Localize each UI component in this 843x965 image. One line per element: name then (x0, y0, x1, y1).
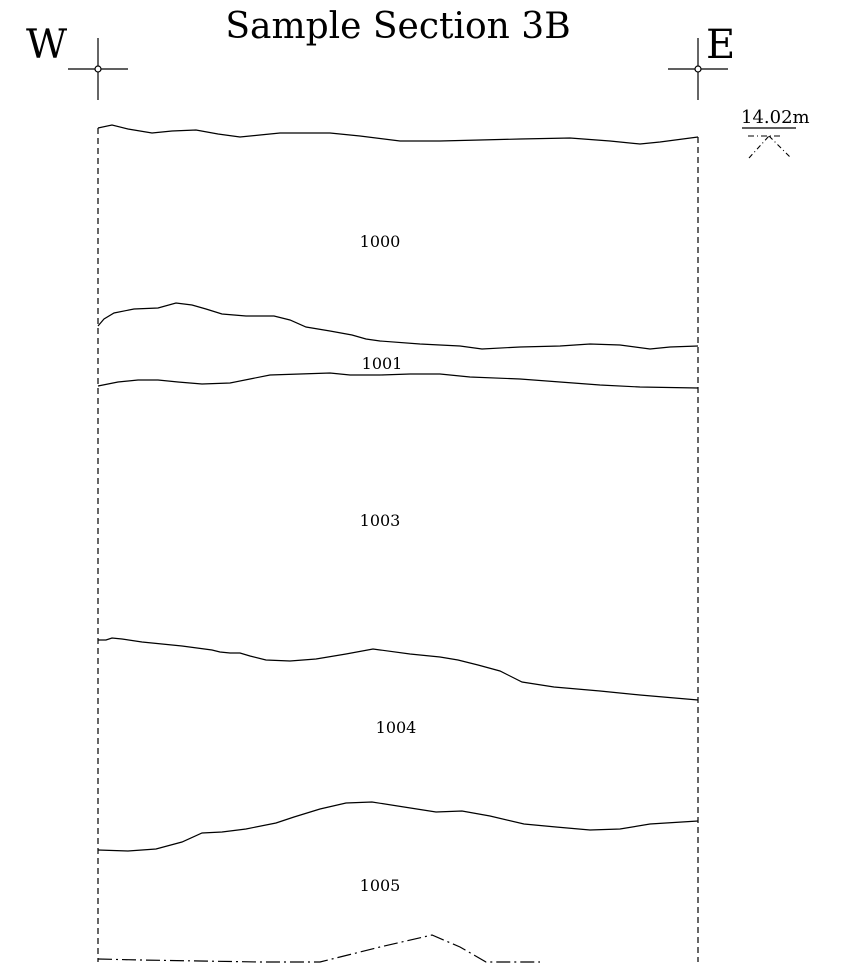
ground-surface-line (97, 124, 699, 145)
west-datum-crosshair (68, 38, 128, 100)
context-label-1003: 1003 (360, 511, 401, 530)
east-label: E (706, 22, 735, 68)
boundary-1000-1001 (97, 302, 699, 350)
section-title: Sample Section 3B (225, 6, 570, 47)
context-label-1005: 1005 (360, 876, 401, 895)
context-label-1000: 1000 (360, 232, 401, 251)
elevation-marker (742, 127, 796, 159)
boundary-1004-1005 (97, 801, 699, 852)
east-datum-crosshair (668, 38, 728, 100)
limit-of-excavation-line (97, 934, 540, 963)
context-label-1001: 1001 (362, 354, 403, 373)
west-label: W (26, 22, 67, 68)
boundary-1003-1004 (98, 637, 699, 701)
context-label-1004: 1004 (376, 718, 417, 737)
boundary-1001-1003 (97, 372, 699, 389)
elevation-label: 14.02m (741, 107, 810, 128)
